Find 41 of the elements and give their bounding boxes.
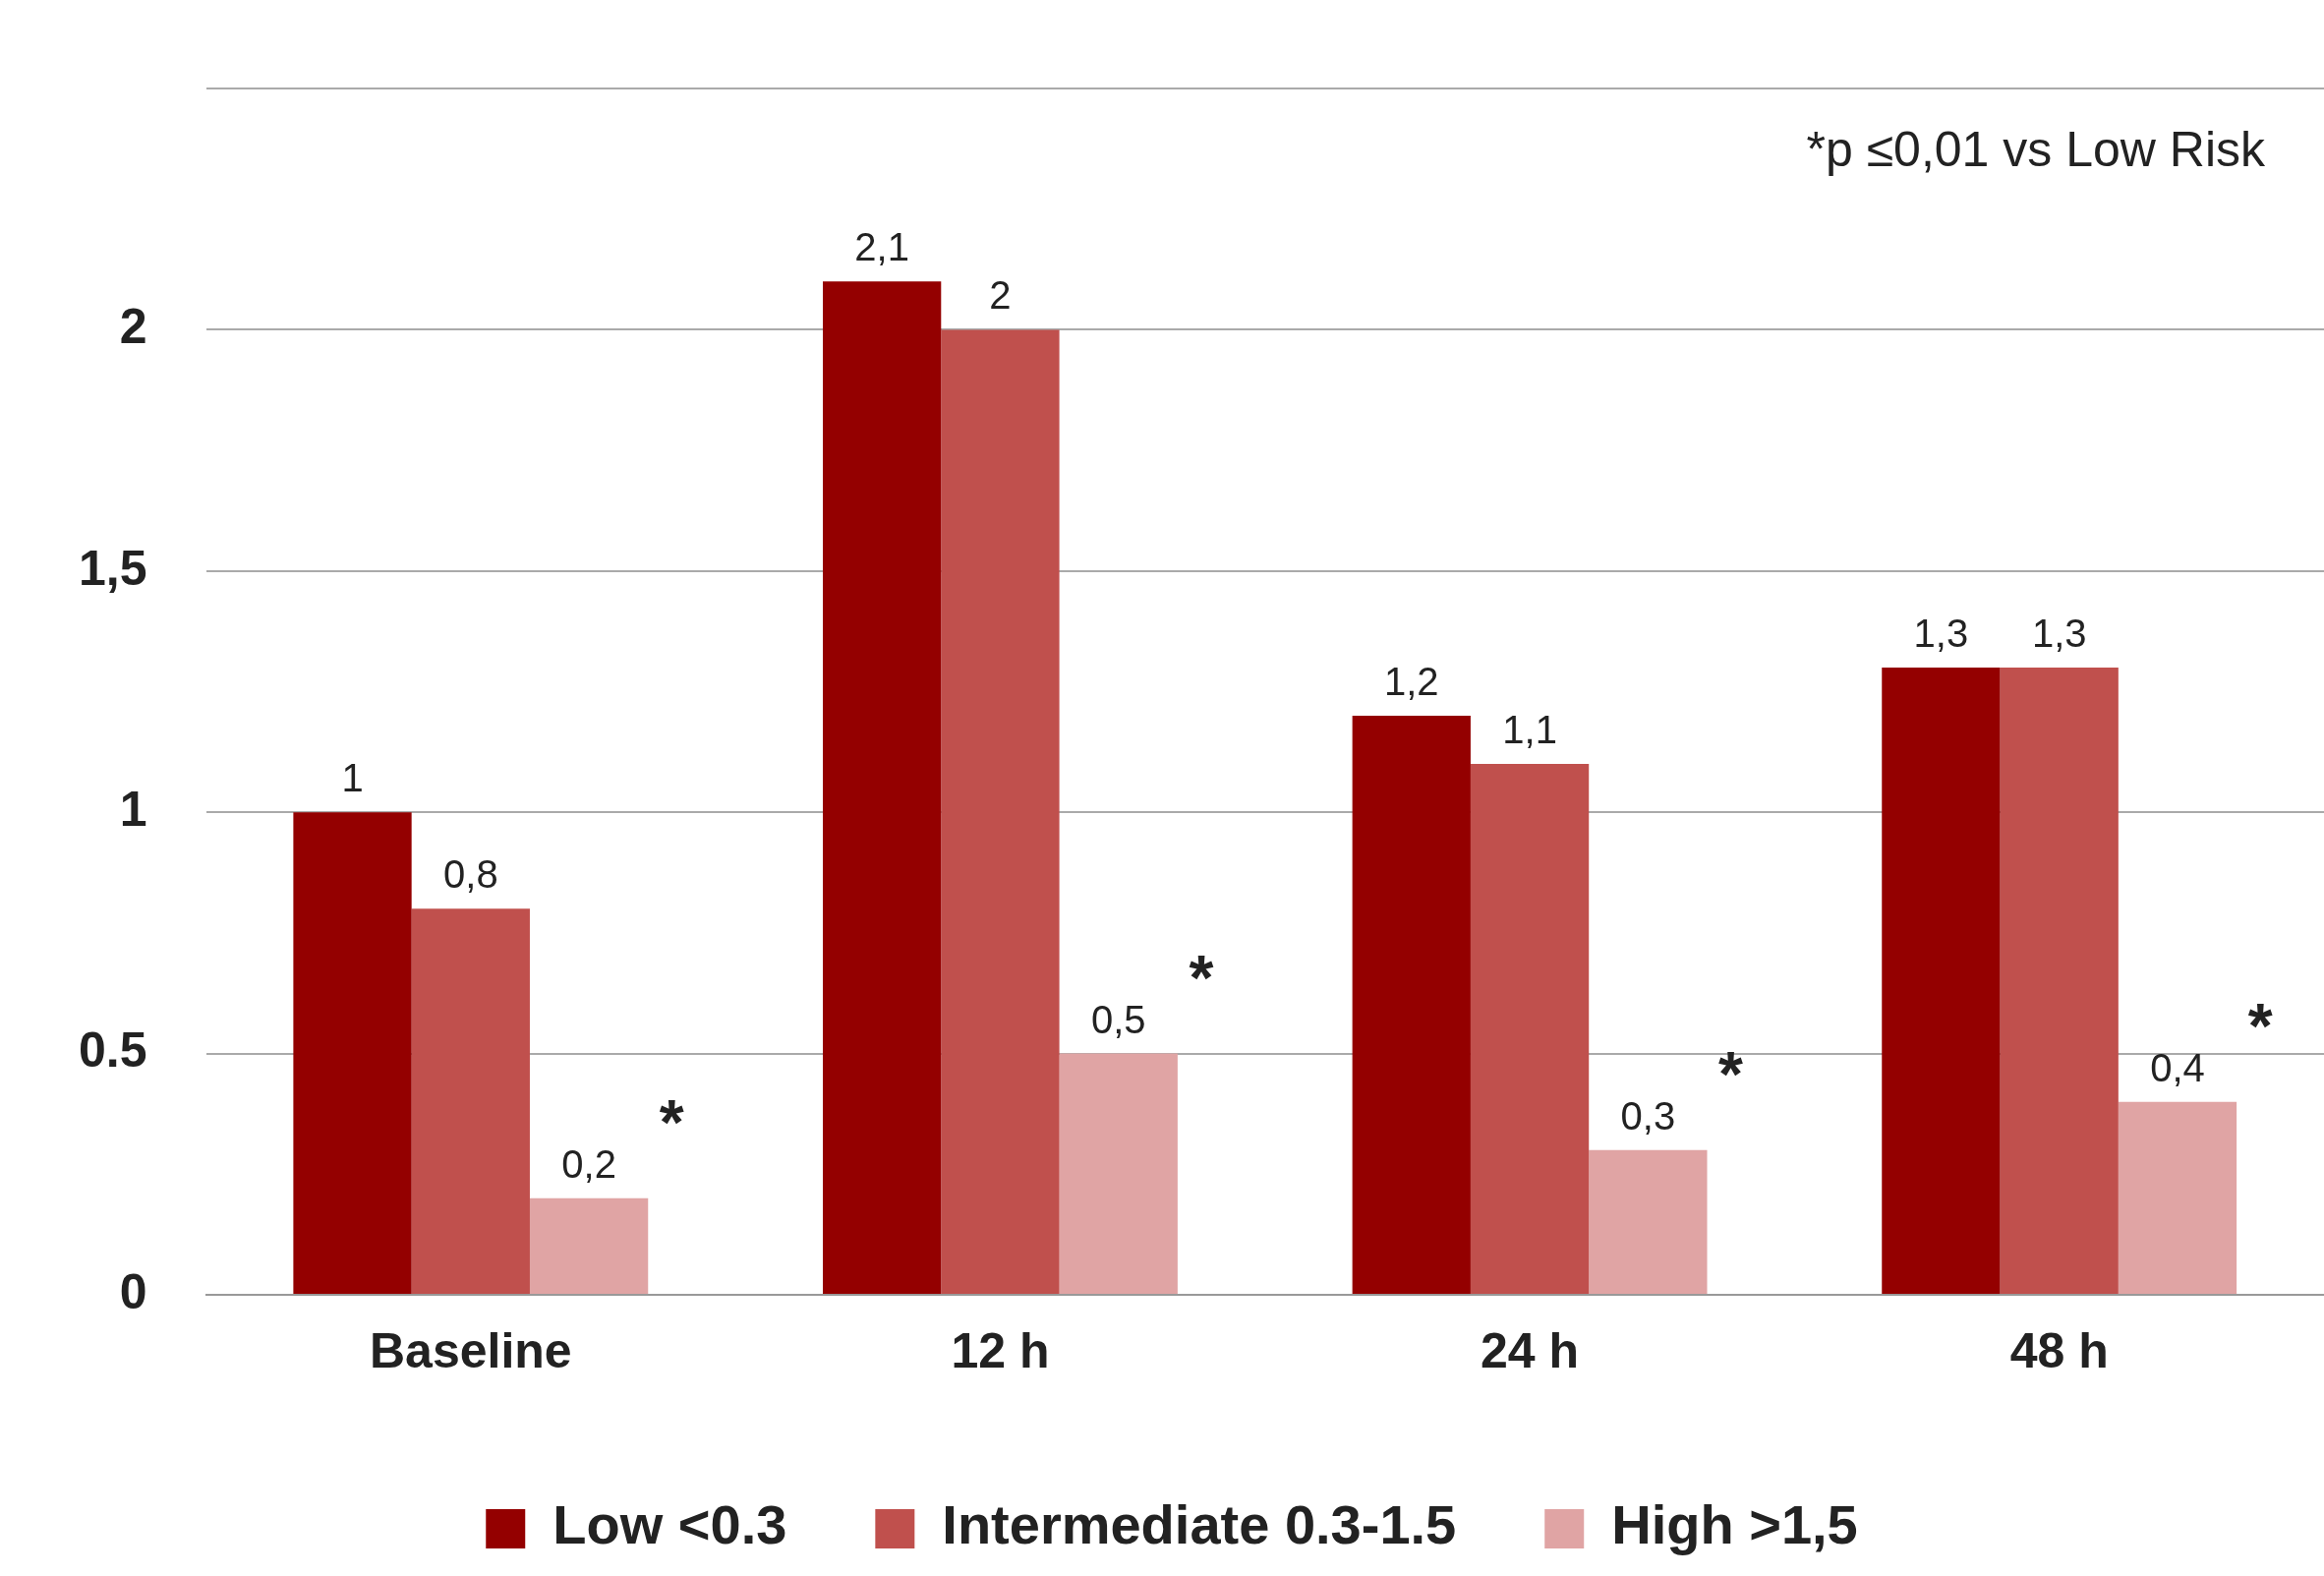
bar [1470,764,1590,1294]
bar [411,908,530,1294]
bar [1589,1149,1708,1294]
data-label: 1 [341,756,364,800]
legend-label: Low <0.3 [552,1493,787,1556]
data-label: 0,3 [1620,1093,1676,1138]
x-tick-label: 48 h [2009,1322,2109,1378]
x-tick-label: 12 h [951,1322,1050,1378]
data-label: 2 [989,273,1012,318]
data-label: 0,4 [2150,1045,2205,1089]
data-label: 1,1 [1502,708,1557,752]
y-tick-label: 1 [119,781,147,837]
annotation: * [2247,991,2273,1063]
data-label: 0,5 [1090,997,1146,1041]
legend-label: Intermediate 0.3-1.5 [942,1493,1457,1556]
annotation: * [659,1087,684,1159]
annotation: *p ≤0,01 vs Low Risk [1806,121,2266,177]
y-tick-label: 1,5 [78,540,147,596]
bar [1352,716,1471,1294]
data-label: 2,1 [854,225,909,269]
data-label: 0,8 [443,852,498,897]
data-label: 1,2 [1383,660,1439,704]
bar [293,812,412,1294]
y-tick-label: 0 [119,1263,147,1319]
bar [529,1197,649,1294]
y-tick-label: 2 [119,299,147,355]
y-tick-label: 0.5 [78,1022,147,1079]
bar [2000,667,2119,1294]
annotation: * [1189,943,1214,1015]
bar [941,329,1060,1294]
bar [2118,1101,2237,1294]
annotation: * [1718,1039,1744,1111]
bar [1059,1053,1178,1294]
data-label: 1,3 [2031,611,2087,655]
data-label: 1,3 [1913,611,1969,655]
legend-label: High >1,5 [1611,1493,1858,1556]
x-tick-label: Baseline [369,1322,572,1378]
x-tick-label: 24 h [1481,1322,1580,1378]
bar [823,281,942,1294]
data-label: 0,2 [561,1141,616,1186]
bar [1882,667,2001,1294]
